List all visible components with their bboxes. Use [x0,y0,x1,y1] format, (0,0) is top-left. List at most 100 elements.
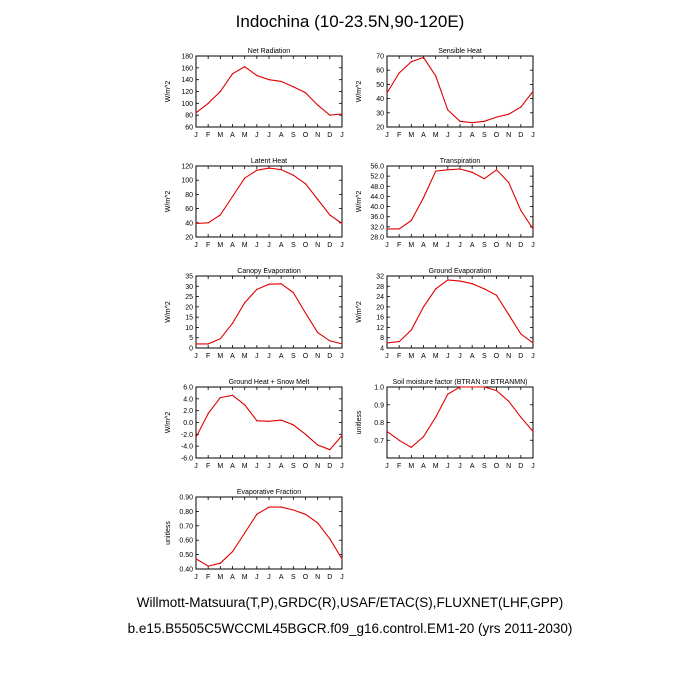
x-tick-label: J [446,353,450,360]
data-point [520,333,522,335]
x-tick-label: S [291,353,296,360]
y-axis-label: W/m^2 [165,301,172,323]
data-point [471,171,473,173]
data-point [435,288,437,290]
data-point [304,183,307,185]
data-point [256,420,258,422]
data-point [495,389,498,392]
y-axis-label: W/m^2 [356,301,363,323]
data-point [329,538,331,540]
series-line [386,279,534,344]
data-point [304,92,307,94]
panel-evaporative-fraction: Evaporative Fraction unitless 0.40 0.50 0.60… [165,489,344,581]
data-point [195,343,197,345]
y-tick-label: 0.7 [374,438,384,445]
data-point [520,416,522,418]
data-point [304,312,307,314]
x-tick-label: A [470,353,475,360]
x-tick-label: J [385,353,389,360]
y-tick-label: 0.60 [179,538,193,545]
x-tick-label: J [531,463,535,470]
x-tick-label: J [340,353,344,360]
y-axis-label: W/m^2 [165,412,172,434]
x-tick-label: M [433,132,439,139]
y-tick-label: 10 [185,325,193,332]
y-tick-label: 30 [185,284,193,291]
y-tick-label: 48.0 [370,184,384,191]
x-tick-label: M [433,353,439,360]
data-point [195,222,197,225]
x-tick-label: M [408,132,414,139]
y-tick-label: 32 [376,274,384,281]
y-tick-label: 0.70 [179,523,193,530]
data-point [341,434,343,437]
data-point [447,169,449,171]
x-tick-label: F [397,463,401,470]
y-tick-label: 120 [181,164,193,171]
data-point [244,66,246,68]
data-point [317,104,319,106]
data-point [268,283,270,285]
data-point [268,167,270,169]
x-tick-label: J [531,353,535,360]
y-tick-label: 0.8 [374,420,384,427]
x-tick-label: O [303,353,309,360]
data-point [231,322,234,324]
data-point [219,214,221,216]
x-tick-label: J [255,242,259,249]
y-tick-label: 120 [181,89,193,96]
data-point [329,340,331,342]
y-tick-label: 160 [181,65,193,72]
data-point [341,113,343,115]
y-tick-label: 12 [376,325,384,332]
y-tick-label: 70 [376,54,384,61]
x-tick-label: A [230,574,235,581]
data-point [398,340,400,343]
panel-title: Latent Heat [251,158,287,165]
x-tick-label: O [303,242,309,249]
data-point [398,72,400,74]
data-point [304,513,307,515]
panel-frame [386,55,534,128]
data-point [532,342,534,344]
series-line [195,167,343,225]
y-tick-label: 44.0 [370,194,384,201]
y-axis-label: W/m^2 [356,191,363,213]
x-tick-label: A [230,463,235,470]
x-tick-label: J [340,463,344,470]
data-point [447,109,449,111]
panel-title: Evaporative Fraction [237,489,301,496]
data-point [292,291,294,294]
x-tick-label: N [315,574,320,581]
y-tick-label: 16 [376,315,384,322]
y-tick-label: 28.0 [370,235,384,242]
panel-title: Ground Heat + Snow Melt [229,379,310,386]
panel-frame [195,55,343,128]
x-tick-label: J [458,353,462,360]
data-point [532,228,534,230]
data-point [304,433,307,435]
y-tick-label: 36.0 [370,214,384,221]
data-point [268,420,270,422]
y-tick-label: 40 [185,220,193,227]
x-tick-label: J [458,463,462,470]
x-tick-label: D [518,463,523,470]
data-point [219,397,221,399]
data-point [520,209,522,211]
x-tick-label: F [397,242,401,249]
panel-title: Transpiration [440,158,481,165]
x-tick-label: M [408,353,414,360]
y-tick-label: 25 [185,294,193,301]
x-tick-label: A [421,463,426,470]
y-axis-label: unitless [356,410,363,434]
data-point [341,343,343,345]
data-point [280,419,282,421]
x-tick-label: D [327,463,332,470]
x-tick-label: J [267,242,271,249]
y-tick-label: 6.0 [183,385,193,392]
y-tick-label: 100 [181,178,193,185]
x-tick-label: J [385,242,389,249]
x-tick-label: J [267,132,271,139]
data-point [508,181,510,184]
